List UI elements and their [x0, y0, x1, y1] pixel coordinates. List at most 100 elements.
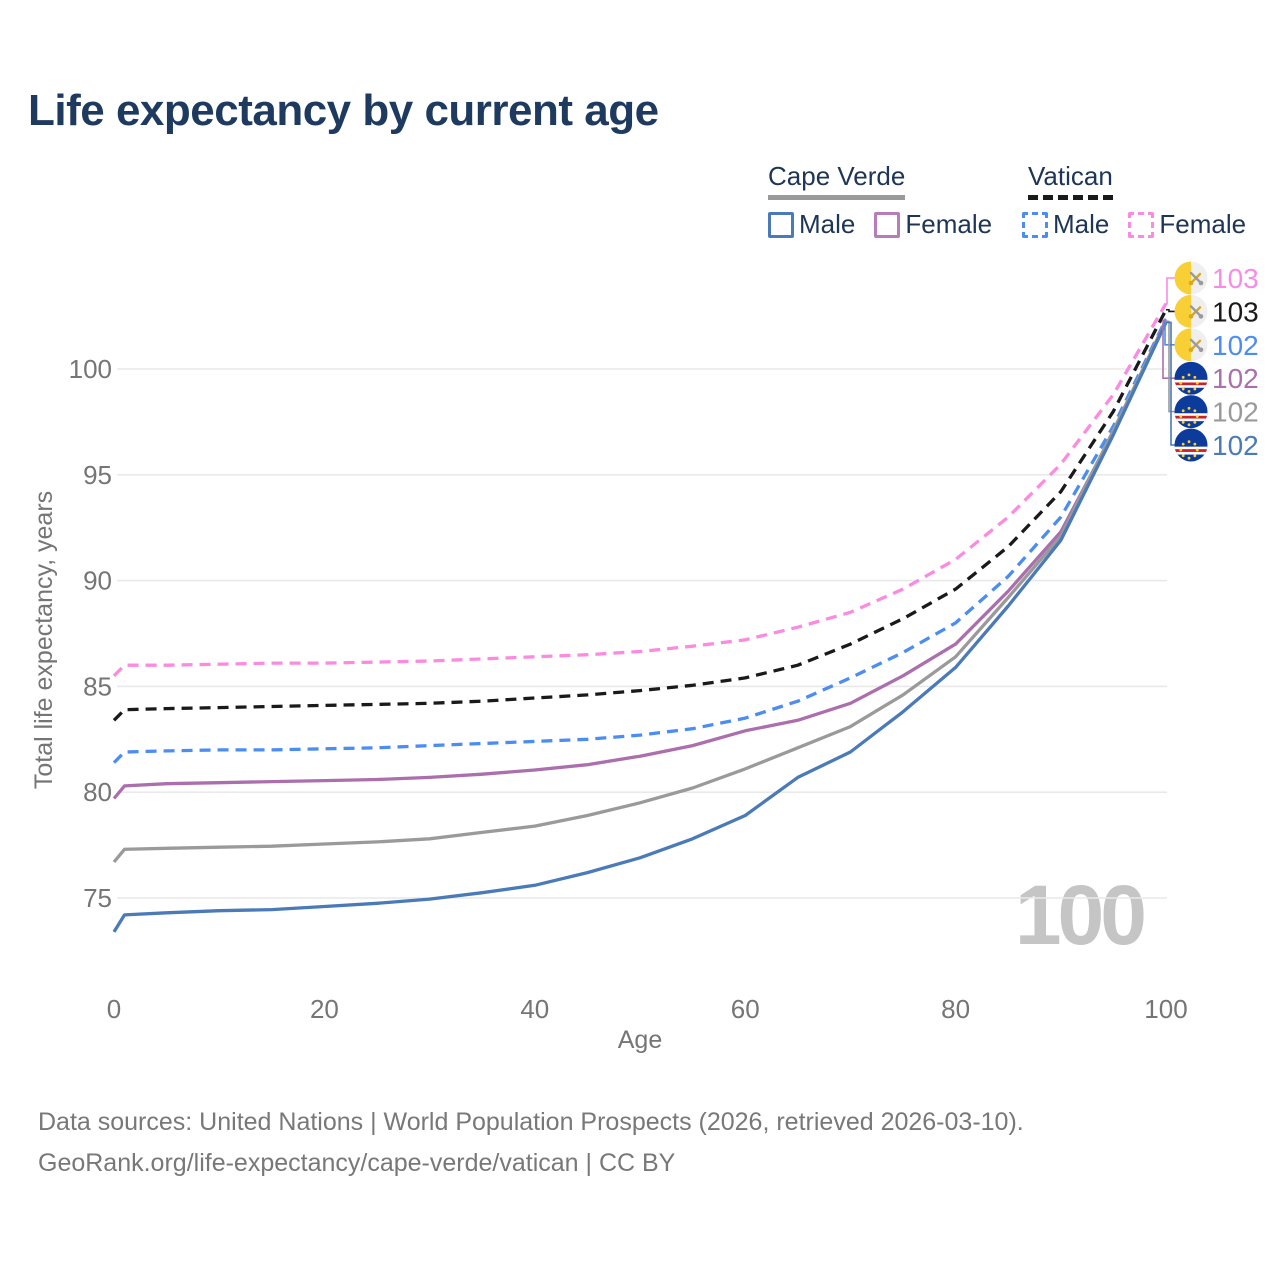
red-stripe — [1174, 449, 1208, 452]
vatican-white-half — [1191, 261, 1208, 295]
star-dot — [1187, 390, 1191, 393]
legend-group-vatican: Vatican Male Female — [1022, 162, 1265, 240]
legend-label-cape-verde-female[interactable]: Female — [905, 209, 993, 239]
legend-label-vatican-female[interactable]: Female — [1159, 209, 1247, 239]
x-axis-title: Age — [618, 1026, 662, 1054]
red-stripe — [1174, 382, 1208, 386]
star-dot — [1187, 373, 1191, 377]
white-stripe-bottom — [1174, 451, 1208, 455]
x-tick-label-100: 100 — [1144, 994, 1187, 1024]
silver-key — [1189, 305, 1202, 317]
end-value-label-vatican-female: 103 — [1212, 263, 1259, 294]
star-dot — [1181, 375, 1185, 379]
cape-verde-blue-field — [1174, 395, 1208, 429]
star-dot — [1181, 454, 1185, 458]
star-dot — [1193, 409, 1197, 413]
cape-verde-flag-icon — [1174, 395, 1208, 429]
footer: Data sources: United Nations | World Pop… — [38, 1102, 1024, 1184]
star-dot — [1193, 375, 1197, 379]
series-line-cape-verde-male — [112, 321, 1168, 933]
star-dot — [1195, 381, 1199, 385]
white-stripe-bottom — [1174, 418, 1208, 422]
white-stripe-top — [1174, 379, 1208, 383]
star-dot — [1193, 442, 1197, 446]
star-dot — [1195, 448, 1199, 452]
cape-verde-flag-fields — [1174, 428, 1208, 462]
silver-key-bow — [1198, 347, 1204, 353]
star-dot — [1181, 420, 1185, 424]
legend-items-vatican: Male Female — [1022, 209, 1265, 240]
legend-group-title-vatican[interactable]: Vatican — [1028, 162, 1113, 200]
star-dot — [1181, 442, 1185, 446]
end-value-label-vatican-all: 103 — [1212, 296, 1259, 327]
legend-swatch-vatican-female[interactable] — [1128, 211, 1155, 238]
vatican-flag-icon — [1174, 328, 1208, 362]
y-tick-label-75: 75 — [83, 883, 112, 913]
end-value-label-cape-verde-male: 102 — [1212, 430, 1259, 461]
vatican-yellow-half — [1174, 328, 1191, 362]
star-dot — [1193, 387, 1197, 391]
gold-key-bow — [1188, 314, 1194, 319]
x-tick-label-80: 80 — [941, 994, 970, 1024]
footer-data-sources: Data sources: United Nations | World Pop… — [38, 1108, 1024, 1136]
x-tick-label-40: 40 — [520, 994, 549, 1024]
legend-swatch-cape-verde-male[interactable] — [768, 211, 794, 238]
star-dot — [1195, 415, 1199, 418]
vatican-white-half — [1191, 328, 1208, 362]
star-dot — [1179, 415, 1183, 418]
vatican-yellow-half — [1174, 294, 1191, 328]
series-line-cape-verde-female — [112, 319, 1168, 800]
end-connector-vatican-all — [1166, 308, 1176, 313]
cape-verde-blue-field — [1174, 428, 1208, 462]
cape-verde-flag-fields — [1174, 361, 1208, 395]
legend-label-cape-verde-male[interactable]: Male — [799, 209, 856, 239]
star-dot — [1187, 440, 1191, 444]
cape-verde-blue-field — [1174, 361, 1208, 395]
star-dot — [1181, 409, 1185, 413]
series-line-cape-verde-all — [112, 320, 1168, 864]
series-line-vatican-male — [112, 318, 1168, 764]
star-dot — [1187, 423, 1191, 427]
legend-swatch-vatican-male[interactable] — [1022, 211, 1048, 238]
page-title: Life expectancy by current age — [28, 86, 659, 135]
legend-items-cape-verde: Male Female — [768, 209, 1011, 240]
y-tick-label-80: 80 — [83, 777, 112, 807]
watermark-age-100: 100 — [1015, 868, 1144, 962]
star-dot — [1193, 454, 1197, 458]
x-tick-label-0: 0 — [107, 994, 121, 1024]
silver-key — [1189, 338, 1202, 350]
cape-verde-flag-icon — [1174, 428, 1208, 462]
silver-key-bow — [1198, 314, 1204, 319]
cape-verde-flag-fields — [1174, 395, 1208, 429]
white-stripe-bottom — [1174, 385, 1208, 388]
end-connector-vatican-female — [1166, 277, 1176, 305]
vatican-flag-icon — [1174, 261, 1208, 295]
star-dot — [1187, 406, 1191, 410]
star-dot — [1181, 387, 1185, 391]
cape-verde-flag-icon — [1174, 361, 1208, 395]
vatican-keys-emblem — [1188, 338, 1204, 353]
end-connector-cape-verde-all — [1166, 320, 1176, 413]
legend-swatch-cape-verde-female[interactable] — [874, 211, 901, 238]
legend-group-title-cape-verde[interactable]: Cape Verde — [768, 162, 906, 200]
red-stripe — [1174, 415, 1208, 419]
star-dot — [1179, 381, 1183, 385]
vatican-flag-fields — [1174, 294, 1208, 328]
footer-attribution: GeoRank.org/life-expectancy/cape-verde/v… — [38, 1149, 676, 1177]
legend-label-vatican-male[interactable]: Male — [1053, 209, 1110, 239]
vatican-flag-fields — [1174, 261, 1208, 295]
y-tick-label-85: 85 — [83, 671, 112, 701]
legend-group-cape-verde: Cape Verde Male Female — [768, 162, 1011, 240]
vatican-flag-fields — [1174, 328, 1208, 362]
y-tick-label-100: 100 — [69, 354, 112, 384]
series-line-vatican-female — [112, 302, 1168, 677]
x-tick-label-20: 20 — [310, 994, 339, 1024]
vatican-keys-emblem — [1188, 271, 1204, 286]
gold-key-bow — [1188, 347, 1194, 353]
y-tick-label-90: 90 — [83, 566, 112, 596]
vatican-flag-icon — [1174, 294, 1208, 328]
vatican-keys-emblem — [1188, 305, 1204, 319]
y-axis-title: Total life expectancy, years — [30, 491, 58, 789]
vatican-white-half — [1191, 294, 1208, 328]
